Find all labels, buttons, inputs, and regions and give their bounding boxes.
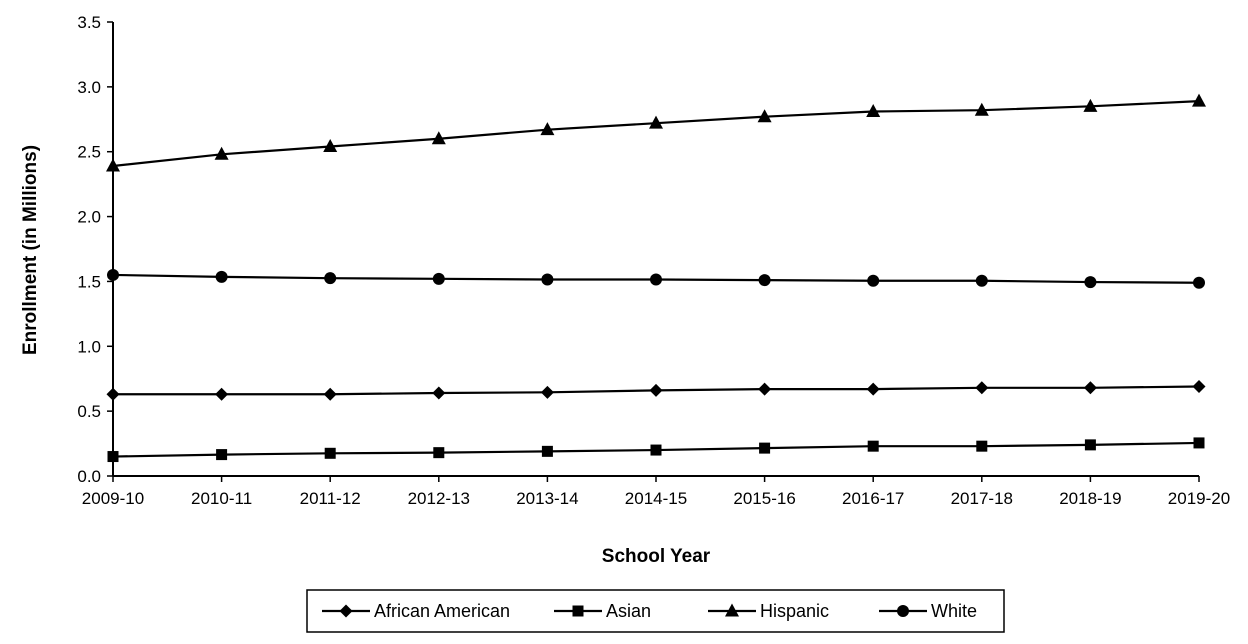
- x-tick-label: 2019-20: [1168, 489, 1230, 508]
- data-point-asian: [324, 447, 336, 459]
- legend-label: African American: [374, 601, 510, 621]
- data-point-asian: [1193, 437, 1205, 449]
- series-line-hispanic: [112, 100, 1200, 168]
- legend-marker-diamond: [339, 604, 353, 618]
- y-tick-label: 3.5: [77, 13, 101, 32]
- x-tick-label: 2017-18: [951, 489, 1013, 508]
- data-point-white: [1084, 276, 1097, 289]
- data-point-african-american: [866, 382, 880, 396]
- data-point-asian: [650, 444, 662, 456]
- legend-item-asian: Asian: [554, 601, 651, 621]
- data-point-african-american: [975, 381, 989, 395]
- x-tick-label: 2015-16: [733, 489, 795, 508]
- data-point-african-american: [432, 386, 446, 400]
- data-point-hispanic: [106, 158, 120, 172]
- data-point-hispanic: [323, 139, 338, 153]
- series-group: [106, 93, 1206, 463]
- data-point-african-american: [1083, 381, 1097, 395]
- data-point-african-american: [1192, 379, 1206, 393]
- legend-label: Asian: [606, 601, 651, 621]
- data-point-hispanic: [974, 102, 989, 116]
- data-point-asian: [541, 445, 553, 457]
- data-point-african-american: [649, 383, 663, 397]
- data-point-asian: [1084, 439, 1096, 451]
- y-tick-label: 0.0: [77, 467, 101, 486]
- x-tick-label: 2011-12: [300, 489, 361, 508]
- series-hispanic: [106, 93, 1206, 172]
- data-point-african-american: [106, 387, 120, 401]
- data-point-hispanic: [1192, 93, 1206, 107]
- data-point-african-american: [323, 387, 337, 401]
- data-point-white: [107, 268, 119, 281]
- data-point-asian: [216, 449, 228, 461]
- x-tick-label: 2010-11: [191, 489, 252, 508]
- x-tick-label: 2013-14: [516, 489, 578, 508]
- data-point-african-american: [758, 382, 772, 396]
- data-point-white: [650, 273, 662, 286]
- legend-marker-circle: [897, 605, 909, 617]
- series-white: [107, 268, 1205, 289]
- legend-label: Hispanic: [760, 601, 829, 621]
- data-point-white: [1193, 276, 1205, 289]
- data-point-asian: [433, 447, 445, 459]
- y-tick-label: 2.5: [77, 143, 101, 162]
- legend-item-white: White: [879, 601, 977, 621]
- data-point-white: [215, 270, 228, 283]
- data-point-hispanic: [214, 146, 229, 160]
- series-african-american: [106, 379, 1206, 401]
- y-tick-label: 0.5: [77, 402, 101, 421]
- y-tick-label: 3.0: [77, 78, 101, 97]
- data-point-hispanic: [431, 131, 446, 145]
- legend-item-african-american: African American: [322, 601, 510, 621]
- data-point-hispanic: [866, 104, 881, 118]
- y-tick-label: 1.5: [77, 272, 101, 291]
- data-point-white: [975, 274, 988, 287]
- data-point-white: [758, 274, 771, 287]
- data-point-african-american: [540, 385, 554, 399]
- data-point-white: [541, 273, 554, 286]
- data-point-white: [324, 272, 337, 285]
- x-tick-label: 2012-13: [408, 489, 470, 508]
- data-point-asian: [867, 440, 879, 452]
- legend-item-hispanic: Hispanic: [708, 601, 829, 621]
- data-point-african-american: [215, 387, 229, 401]
- y-tick-label: 1.0: [77, 337, 101, 356]
- series-asian: [107, 437, 1205, 463]
- data-point-white: [432, 272, 445, 285]
- data-point-asian: [759, 442, 771, 454]
- x-tick-label: 2014-15: [625, 489, 687, 508]
- x-tick-label: 2016-17: [842, 489, 904, 508]
- legend: African American Asian Hispanic White: [306, 589, 1005, 633]
- data-point-hispanic: [540, 122, 555, 136]
- axes: 0.0 0.5 1.0 1.5 2.0 2.5 3.0 3.5 2009-10 2010-11 20…: [77, 13, 1230, 508]
- data-point-asian: [107, 451, 119, 463]
- data-point-asian: [976, 440, 988, 452]
- x-tick-label: 2009-10: [82, 489, 144, 508]
- data-point-hispanic: [649, 115, 663, 129]
- legend-label: White: [931, 601, 977, 621]
- y-tick-label: 2.0: [77, 208, 101, 227]
- x-axis-title: School Year: [602, 546, 711, 567]
- legend-marker-square: [572, 605, 584, 617]
- data-point-hispanic: [757, 109, 772, 123]
- y-axis-title: Enrollment (in Millions): [20, 145, 41, 355]
- x-tick-label: 2018-19: [1059, 489, 1121, 508]
- data-point-hispanic: [1083, 98, 1098, 112]
- legend-marker-triangle: [725, 603, 739, 617]
- data-point-white: [867, 274, 880, 287]
